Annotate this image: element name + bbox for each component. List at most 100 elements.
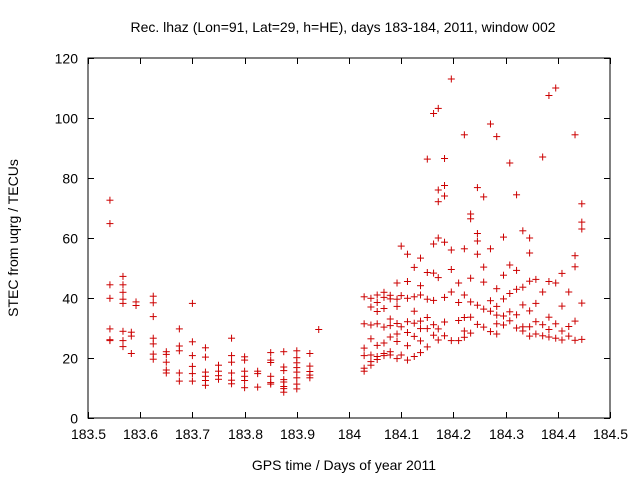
data-point	[455, 337, 463, 345]
data-point	[441, 293, 449, 301]
data-point	[188, 370, 196, 378]
data-point	[519, 227, 527, 235]
data-point	[539, 288, 547, 296]
data-point	[539, 321, 547, 329]
data-point	[506, 308, 514, 316]
data-point	[127, 332, 135, 340]
data-point	[500, 312, 508, 320]
data-point	[455, 279, 463, 287]
data-point	[578, 218, 586, 226]
data-point	[403, 356, 411, 364]
data-point	[410, 307, 418, 315]
data-point	[423, 295, 431, 303]
data-point	[360, 293, 368, 301]
data-point	[565, 288, 573, 296]
data-point	[373, 356, 381, 363]
data-point	[367, 303, 375, 311]
data-point	[386, 315, 394, 323]
data-point	[280, 348, 288, 356]
data-point	[513, 285, 521, 293]
data-point	[430, 331, 438, 339]
data-point	[393, 338, 401, 345]
data-point	[417, 282, 425, 290]
data-point	[473, 320, 481, 328]
data-point	[467, 313, 475, 321]
data-point	[417, 254, 425, 262]
data-point	[473, 230, 481, 237]
data-point	[423, 269, 431, 276]
data-point	[526, 277, 534, 285]
data-point	[267, 372, 275, 380]
data-point	[149, 313, 157, 321]
data-point	[149, 340, 157, 348]
x-tick-label: 183.6	[123, 426, 158, 442]
data-point	[545, 92, 553, 99]
data-point	[360, 367, 368, 375]
data-point	[397, 323, 405, 331]
data-point	[119, 281, 127, 289]
data-point	[460, 314, 468, 321]
data-point	[149, 299, 157, 307]
data-point	[565, 332, 573, 340]
data-point	[571, 336, 579, 344]
data-point	[417, 337, 425, 345]
data-point	[393, 295, 401, 303]
data-point	[215, 361, 222, 369]
x-tick-label: 183.5	[71, 426, 106, 442]
data-point	[417, 325, 425, 333]
y-tick-label: 60	[62, 231, 78, 247]
data-point	[149, 292, 157, 300]
data-point	[188, 338, 196, 346]
data-point	[417, 291, 425, 299]
data-point	[532, 275, 540, 283]
data-point	[380, 352, 388, 360]
data-point	[201, 353, 209, 361]
data-point	[403, 250, 411, 258]
data-point	[460, 333, 468, 341]
data-point	[393, 330, 401, 338]
data-point	[386, 351, 394, 359]
data-point	[127, 350, 135, 357]
data-point	[467, 274, 475, 282]
data-point	[386, 333, 394, 341]
data-point	[441, 192, 449, 200]
data-point	[447, 75, 455, 83]
x-tick-label: 184.2	[436, 426, 471, 442]
data-point	[447, 266, 455, 273]
data-point	[532, 299, 540, 307]
data-point	[241, 384, 249, 392]
data-point	[434, 104, 442, 112]
data-point	[513, 324, 521, 332]
data-point	[545, 333, 553, 341]
data-point	[486, 328, 494, 336]
data-point	[558, 302, 566, 310]
data-point	[460, 327, 468, 335]
data-point	[513, 311, 521, 319]
data-point	[423, 155, 431, 163]
data-point	[393, 302, 401, 310]
data-point	[532, 318, 540, 326]
data-point	[493, 311, 501, 319]
data-point	[380, 305, 388, 312]
data-point	[188, 352, 196, 360]
y-tick-label: 0	[70, 411, 78, 427]
data-point	[306, 374, 314, 382]
data-point	[367, 321, 375, 329]
data-point	[526, 234, 534, 242]
data-point	[410, 293, 418, 301]
data-point	[473, 250, 481, 258]
data-point	[367, 294, 375, 302]
plot-frame	[87, 57, 611, 419]
data-point	[175, 377, 183, 385]
data-point	[119, 288, 127, 296]
x-tick-label: 184.3	[489, 426, 524, 442]
data-point	[410, 319, 418, 327]
data-point	[430, 296, 438, 304]
data-point	[558, 336, 566, 344]
data-point	[280, 388, 288, 396]
y-tick-label: 80	[62, 171, 78, 187]
data-point	[513, 191, 521, 199]
x-tick-label: 183.9	[280, 426, 315, 442]
data-point	[539, 332, 547, 340]
data-point	[480, 278, 488, 286]
